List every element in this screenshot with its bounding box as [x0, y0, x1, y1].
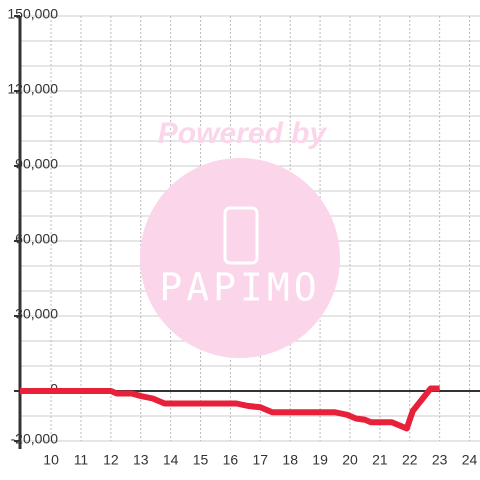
watermark-phone [223, 206, 259, 265]
y-tick-label: 90,000 [15, 156, 58, 172]
x-tick-label: 13 [133, 452, 149, 468]
y-tick-label: 30,000 [15, 306, 58, 322]
y-tick-label: 150,000 [7, 6, 58, 22]
x-tick-label: 24 [462, 452, 478, 468]
x-tick-label: 21 [372, 452, 388, 468]
x-tick-label: 17 [253, 452, 269, 468]
x-tick-label: 22 [402, 452, 418, 468]
x-tick-label: 19 [312, 452, 328, 468]
watermark-logo: PAPIMO [159, 266, 320, 310]
y-tick-label: 60,000 [15, 231, 58, 247]
x-tick-label: 10 [43, 452, 59, 468]
data-line [20, 385, 440, 432]
watermark-circle [140, 158, 340, 358]
x-tick-label: 20 [342, 452, 358, 468]
x-tick-label: 23 [432, 452, 448, 468]
x-tick-label: 14 [163, 452, 179, 468]
x-tick-label: 18 [282, 452, 298, 468]
watermark-text: Powered by [158, 117, 328, 150]
x-tick-label: 15 [193, 452, 209, 468]
y-tick-label: 120,000 [7, 81, 58, 97]
x-tick-label: 16 [223, 452, 239, 468]
x-tick-label: 11 [74, 452, 89, 468]
y-tick-label: -20,000 [11, 431, 59, 447]
x-tick-label: 12 [103, 452, 119, 468]
watermark: Powered by PAPIMO [140, 117, 340, 358]
